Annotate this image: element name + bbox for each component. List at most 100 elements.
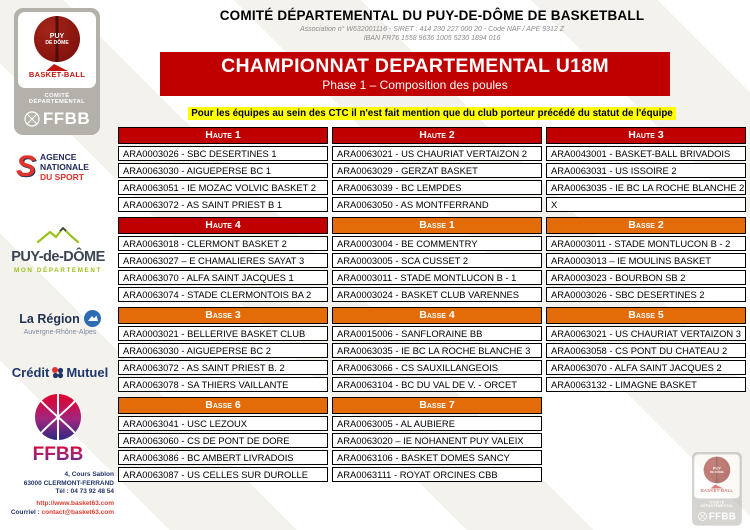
team-cell: ARA0063031 - US ISSOIRE 2	[546, 163, 746, 178]
team-cell: X	[546, 197, 746, 212]
pool-header: Haute 3	[546, 127, 746, 144]
ffbb-logo: FFBB	[23, 392, 93, 469]
region-label: La Région	[19, 311, 80, 326]
pool-header: Basse 3	[118, 307, 328, 324]
badge-puy-label: PUY	[49, 32, 65, 40]
footer-links: http://www.basket63.com Courriel : conta…	[2, 500, 114, 517]
team-cell: ARA0063021 - US CHAURIAT VERTAIZON 2	[332, 146, 542, 161]
team-cell: ARA0015006 - SANFLORAINE BB	[332, 326, 542, 341]
team-cell: ARA0063050 - AS MONTFERRAND	[332, 197, 542, 212]
email-link[interactable]: contact@basket63.com	[41, 508, 114, 516]
badge-basketball-label: BASKET-BALL	[700, 487, 734, 494]
team-cell: ARA0063041 - USC LEZOUX	[118, 416, 328, 431]
team-cell: ARA0063058 - CS PONT DU CHATEAU 2	[546, 343, 746, 358]
team-cell: ARA0003023 - BOURBON SB 2	[546, 270, 746, 285]
team-cell: ARA0063066 - CS SAUXILLANGEOIS	[332, 360, 542, 375]
team-cell: ARA0003026 - SBC DESERTINES 1	[118, 146, 328, 161]
pool-header: Basse 5	[546, 307, 746, 324]
ans-s-icon: S	[16, 150, 37, 183]
team-cell: ARA0063086 - BC AMBERT LIVRADOIS	[118, 450, 328, 465]
footer-address: 4, Cours Sablon 63000 CLERMONT-FERRAND T…	[2, 471, 114, 497]
badge-ffbb-label: FFBB	[42, 109, 91, 128]
team-cell: ARA0003026 - SBC DESERTINES 2	[546, 287, 746, 302]
pool-table-basse-3: Basse 3 ARA0003021 - BELLERIVE BASKET CL…	[118, 307, 328, 392]
team-cell: ARA0003004 - BE COMMENTRY	[332, 236, 542, 251]
pool-table-basse-5: Basse 5 ARA0063021 - US CHAURIAT VERTAIZ…	[546, 307, 746, 392]
ffbb-gradient-ball-icon	[35, 394, 81, 440]
credit-mutuel-emblem-icon	[52, 367, 64, 379]
ans-line2: NATIONALE	[40, 162, 89, 172]
basketball-icon: PUY DE DÔME	[34, 16, 80, 62]
badge-comite-label: COMITÉ DÉPARTEMENTAL	[700, 501, 734, 509]
team-cell: ARA0063132 - LIMAGNE BASKET	[546, 377, 746, 392]
pool-header: Basse 1	[332, 217, 542, 234]
ans-line3: DU SPORT	[40, 172, 84, 182]
team-cell: ARA0063018 - CLERMONT BASKET 2	[118, 236, 328, 251]
team-cell: ARA0063039 - BC LEMPDES	[332, 180, 542, 195]
pool-table-basse-2: Basse 2 ARA0003011 - STADE MONTLUCON B -…	[546, 217, 746, 302]
ffbb-text-label: FFBB	[33, 444, 84, 464]
credit-label: Crédit	[11, 365, 50, 380]
pool-table-haute-2: Haute 2 ARA0063021 - US CHAURIAT VERTAIZ…	[332, 127, 542, 212]
ans-logo: S AGENCE NATIONALE DU SPORT	[16, 150, 114, 183]
region-logo: La Région Auvergne-Rhône-Alpes	[10, 310, 110, 336]
team-cell: ARA0063087 - US CELLES SUR DUROLLE	[118, 467, 328, 482]
mutuel-label: Mutuel	[66, 365, 109, 380]
team-cell: ARA0063030 - AIGUEPERSE BC 1	[118, 163, 328, 178]
team-cell: ARA0063029 - GERZAT BASKET	[332, 163, 542, 178]
team-cell: ARA0063078 - SA THIERS VAILLANTE	[118, 377, 328, 392]
website-link[interactable]: http://www.basket63.com	[36, 500, 114, 507]
banner-subtitle: Phase 1 – Composition des poules	[322, 78, 508, 92]
team-cell: ARA0063074 - STADE CLERMONTOIS BA 2	[118, 287, 328, 302]
team-cell: ARA0063035 - IE BC LA ROCHE BLANCHE 3	[332, 343, 542, 358]
pool-table-basse-1: Basse 1 ARA0003004 - BE COMMENTRY ARA000…	[332, 217, 542, 302]
team-cell: ARA0003021 - BELLERIVE BASKET CLUB	[118, 326, 328, 341]
cd63-badge-logo: PUY DE DÔME BASKET-BALL COMITÉ DÉPARTEME…	[14, 8, 100, 135]
team-cell: ARA0063104 - BC DU VAL DE V. - ORCET	[332, 377, 542, 392]
pool-table-basse-6: Basse 6 ARA0063041 - USC LEZOUX ARA00630…	[118, 397, 328, 482]
pool-header: Basse 4	[332, 307, 542, 324]
team-cell: ARA0063070 - ALFA SAINT JACQUES 1	[118, 270, 328, 285]
badge-basketball-label: BASKET-BALL	[28, 70, 86, 79]
ctc-note: Pour les équipes au sein des CTC il n'es…	[188, 107, 676, 120]
team-cell: ARA0063020 – IE NOHANENT PUY VALEIX	[332, 433, 542, 448]
ans-line1: AGENCE	[40, 152, 77, 162]
banner-title: CHAMPIONNAT DEPARTEMENTAL U18M	[221, 55, 609, 77]
region-sub-label: Auvergne-Rhône-Alpes	[23, 329, 97, 336]
email-label: Courriel :	[10, 508, 40, 516]
pool-header: Basse 7	[332, 397, 542, 414]
team-cell: ARA0043001 - BASKET-BALL BRIVADOIS	[546, 146, 746, 161]
team-cell: ARA0003013 – IE MOULINS BASKET	[546, 253, 746, 268]
pool-table-basse-4: Basse 4 ARA0015006 - SANFLORAINE BB ARA0…	[332, 307, 542, 392]
badge-comite-label: COMITÉ DÉPARTEMENTAL	[28, 93, 86, 105]
team-cell: ARA0063051 - IE MOZAC VOLVIC BASKET 2	[118, 180, 328, 195]
pool-header: Basse 6	[118, 397, 328, 414]
cd63-badge-top: PUY DE DÔME BASKET-BALL	[18, 12, 96, 88]
credit-mutuel-logo: Crédit Mutuel	[8, 364, 112, 382]
pool-header: Haute 2	[332, 127, 542, 144]
team-cell: ARA0003011 - STADE MONTLUCON B - 1	[332, 270, 542, 285]
iban-line: IBAN FR76 1558 9636 1005 5230 1894 016	[363, 34, 501, 42]
team-cell: ARA0003024 - BASKET CLUB VARENNES	[332, 287, 542, 302]
address-line2: 63000 CLERMONT-FERRAND	[23, 479, 114, 487]
championship-banner: CHAMPIONNAT DEPARTEMENTAL U18M Phase 1 –…	[160, 52, 670, 96]
pool-table-basse-7: Basse 7 ARA0063005 - AL AUBIERE ARA00630…	[332, 397, 542, 482]
address-line1: 4, Cours Sablon	[64, 471, 114, 478]
pool-table-haute-3: Haute 3 ARA0043001 - BASKET-BALL BRIVADO…	[546, 127, 746, 212]
pool-header: Haute 1	[118, 127, 328, 144]
address-phone: Tél : 04 73 92 48 54	[55, 488, 114, 495]
team-cell: ARA0063030 - AIGUEPERSE BC 2	[118, 343, 328, 358]
team-cell: ARA0003011 - STADE MONTLUCON B - 2	[546, 236, 746, 251]
puy-de-dome-logo: PUY-de-DÔME MON DÉPARTEMENT	[6, 226, 110, 274]
mountain-icon	[36, 226, 80, 244]
pools-grid: Haute 1 ARA0003026 - SBC DESERTINES 1 AR…	[118, 127, 746, 482]
team-cell: ARA0063035 - IE BC LA ROCHE BLANCHE 2	[546, 180, 746, 195]
team-cell: ARA0003005 - SCA CUSSET 2	[332, 253, 542, 268]
badge-ffbb-label: FFBB	[708, 510, 737, 522]
association-line: Association n° W632001116 - SIRET : 414 …	[299, 26, 565, 33]
region-badge-icon	[83, 310, 101, 327]
team-cell: ARA0063027 – E CHAMALIERES SAYAT 3	[118, 253, 328, 268]
team-cell: ARA0063060 - CS DE PONT DE DORE	[118, 433, 328, 448]
pool-header: Basse 2	[546, 217, 746, 234]
team-cell: ARA0063021 - US CHAURIAT VERTAIZON 3	[546, 326, 746, 341]
